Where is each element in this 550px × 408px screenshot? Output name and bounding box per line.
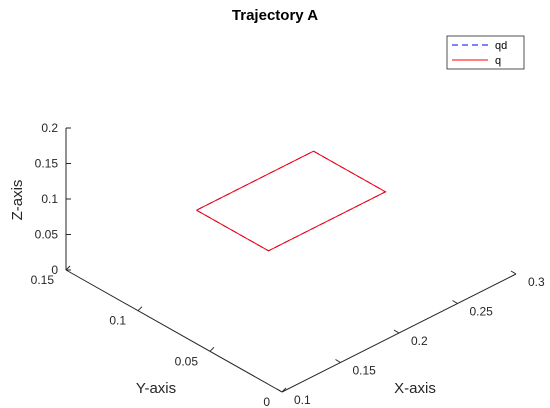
y-axis-label: Y-axis <box>136 380 176 397</box>
y-tick-label: 0.05 <box>175 354 199 368</box>
x-axis-label: X-axis <box>394 380 436 397</box>
z-tick-label: 0.15 <box>35 157 59 171</box>
z-tick-label: 0 <box>51 263 58 277</box>
z-axis-label: Z-axis <box>9 180 26 221</box>
series-line-q <box>196 150 387 252</box>
legend: qd q <box>446 35 525 70</box>
x-tick-mark <box>452 300 458 304</box>
series-line-qd <box>196 150 387 252</box>
x-tick-mark <box>276 388 283 393</box>
series-group <box>196 150 387 252</box>
x-tick-mark <box>510 270 517 275</box>
y-tick-mark <box>281 387 287 393</box>
x-tick-label: 0.15 <box>353 364 377 378</box>
y-axis-line <box>65 269 283 393</box>
chart-title: Trajectory A <box>232 7 318 24</box>
x-tick-label: 0.1 <box>294 393 311 407</box>
legend-label-q: q <box>495 55 501 67</box>
y-tick-label: 0 <box>263 395 270 408</box>
x-tick-mark <box>393 329 400 334</box>
x-tick-label: 0.2 <box>411 334 428 348</box>
legend-box <box>446 35 525 70</box>
z-tick-label: 0.2 <box>41 121 58 135</box>
x-tick-label: 0.3 <box>528 275 545 289</box>
y-tick-mark <box>137 306 143 312</box>
z-tick-label: 0.05 <box>35 228 59 242</box>
y-tick-mark <box>209 346 215 352</box>
x-tick-mark <box>335 359 341 363</box>
z-tick-label: 0.1 <box>41 192 58 206</box>
legend-label-qd: qd <box>495 40 507 52</box>
tick-group: 0 0.05 0.1 0.15 0.2 0 0.05 0.1 0.15 0.1 0.15 0.2 0.2… <box>31 121 545 408</box>
y-tick-mark <box>65 265 71 271</box>
x-tick-label: 0.25 <box>470 305 494 319</box>
y-tick-label: 0.15 <box>31 273 55 287</box>
y-tick-label: 0.1 <box>109 314 126 328</box>
